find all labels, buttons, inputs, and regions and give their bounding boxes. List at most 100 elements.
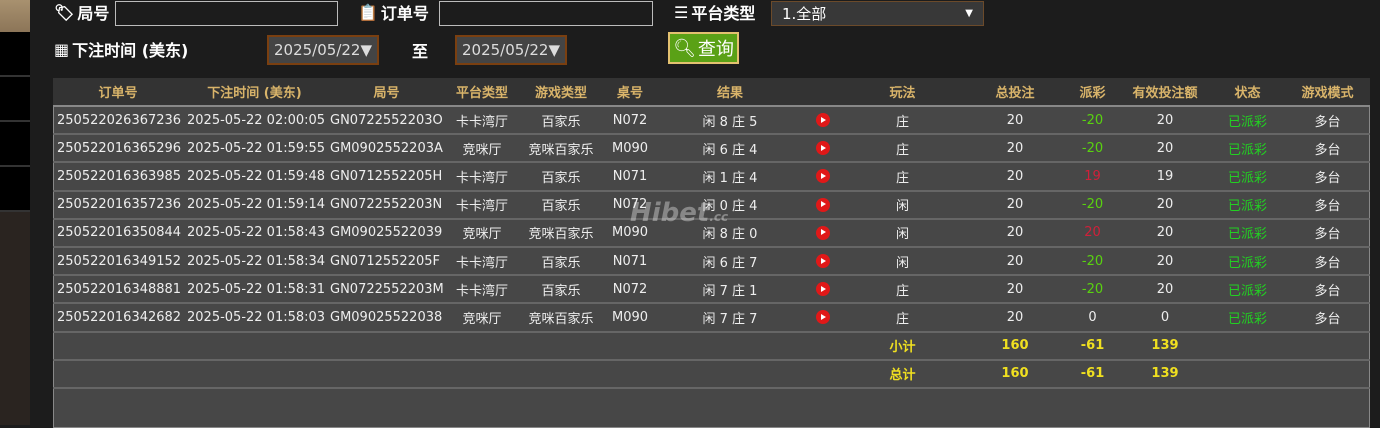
cell [517,359,605,389]
cell: 19 [1120,162,1210,192]
cell: 小计 [840,331,965,361]
cell: 庄 [840,162,965,192]
cell: 竞咪百家乐 [517,134,605,164]
column-header: 结果 [655,78,805,107]
cell: 已派彩 [1210,275,1285,305]
cell: 2025-05-22 01:58:03 [183,303,326,333]
cell: 卡卡湾厅 [447,190,517,220]
table-row: 250522016363985 2025-05-22 01:59:48 GN0712… [53,162,1370,192]
cell: 百家乐 [517,190,605,220]
cell: 已派彩 [1210,246,1285,277]
cell: 250522016349152 [53,246,183,277]
table-row: 250522026367236 2025-05-22 02:00:05 GN0722… [53,106,1370,136]
to-label: 至 [412,42,429,61]
cell: N072 [605,106,655,136]
cell: 2025-05-22 01:59:55 [183,134,326,164]
search-icon: 🔍︎ [673,37,696,59]
cell: 竞咪厅 [447,134,517,164]
sidebar-item[interactable] [0,32,30,77]
cell: 已派彩 [1210,218,1285,248]
cell: 竞咪百家乐 [517,303,605,333]
cell: 0 [1065,303,1120,333]
cell: 139 [1120,359,1210,389]
column-header: 订单号 [53,78,183,107]
cell: M090 [605,303,655,333]
cell: 百家乐 [517,275,605,305]
sidebar-item[interactable] [0,167,30,212]
play-icon [815,225,830,240]
cell [655,331,805,361]
cell: GM09025522039 [326,218,447,248]
replay-button[interactable] [805,275,840,305]
cell: 庄 [840,303,965,333]
platform-label: ☰ 平台类型 [674,2,756,24]
cell: N072 [605,275,655,305]
cell: 竞咪厅 [447,303,517,333]
sidebar-item[interactable] [0,122,30,167]
cell: 20 [1120,275,1210,305]
replay-button[interactable] [805,190,840,220]
time-label: ▦ 下注时间 (美东) [54,39,189,61]
cell: 卡卡湾厅 [447,246,517,277]
cell: 闲 0 庄 4 [655,190,805,220]
chevron-down-icon: ▼ [965,8,973,19]
cell: 多台 [1285,275,1370,305]
replay-button[interactable] [805,162,840,192]
replay-button[interactable] [805,218,840,248]
query-button[interactable]: 🔍︎ 查询 [668,32,739,64]
cell: 20 [1120,134,1210,164]
round-input[interactable] [115,1,338,26]
cell: 多台 [1285,303,1370,333]
clipboard-icon: 📋 [358,2,378,22]
cell: 总计 [840,359,965,389]
cell: GN0712552205H [326,162,447,192]
column-header: 总投注 [965,78,1065,107]
cell [605,359,655,389]
subtotal-row: 小计 160 -61 139 [53,331,1370,361]
cell: 闲 7 庄 7 [655,303,805,333]
order-input[interactable] [439,1,653,26]
cell: N071 [605,162,655,192]
table-row: 250522016350844 2025-05-22 01:58:43 GM0902… [53,218,1370,248]
replay-button[interactable] [805,303,840,333]
play-icon [815,310,830,325]
cell: 闲 8 庄 0 [655,218,805,248]
cell: 250522016365296 [53,134,183,164]
cell [1210,331,1285,361]
sidebar-item[interactable] [0,77,30,122]
cell: 250522016357236 [53,190,183,220]
cell: 竞咪百家乐 [517,218,605,248]
cell [1210,359,1285,389]
cell: 160 [965,359,1065,389]
cell: -20 [1065,246,1120,277]
date-to-picker[interactable]: 2025/05/22▼ [455,35,567,65]
play-icon [815,282,830,297]
cell: 庄 [840,275,965,305]
replay-button[interactable] [805,134,840,164]
column-header: 桌号 [605,78,655,107]
column-header: 玩法 [840,78,965,107]
column-header: 游戏模式 [1285,78,1370,107]
date-from-picker[interactable]: 2025/05/22▼ [267,35,379,65]
cell: -20 [1065,190,1120,220]
cell: 庄 [840,106,965,136]
cell: 0 [1120,303,1210,333]
cell: 闲 6 庄 4 [655,134,805,164]
cell: 20 [965,190,1065,220]
cell: 19 [1065,162,1120,192]
cell: 160 [965,331,1065,361]
cell: 250522016350844 [53,218,183,248]
platform-select[interactable]: 1.全部 ▼ [771,1,984,26]
cell: 闲 [840,190,965,220]
sidebar [0,0,30,425]
cell: GN0722552203N [326,190,447,220]
replay-button[interactable] [805,106,840,136]
cell: GN0722552203O [326,106,447,136]
cell: 20 [965,218,1065,248]
column-header: 状态 [1210,78,1285,107]
replay-button[interactable] [805,246,840,277]
cell [326,331,447,361]
cell: 已派彩 [1210,162,1285,192]
cell [517,331,605,361]
cell: -61 [1065,331,1120,361]
